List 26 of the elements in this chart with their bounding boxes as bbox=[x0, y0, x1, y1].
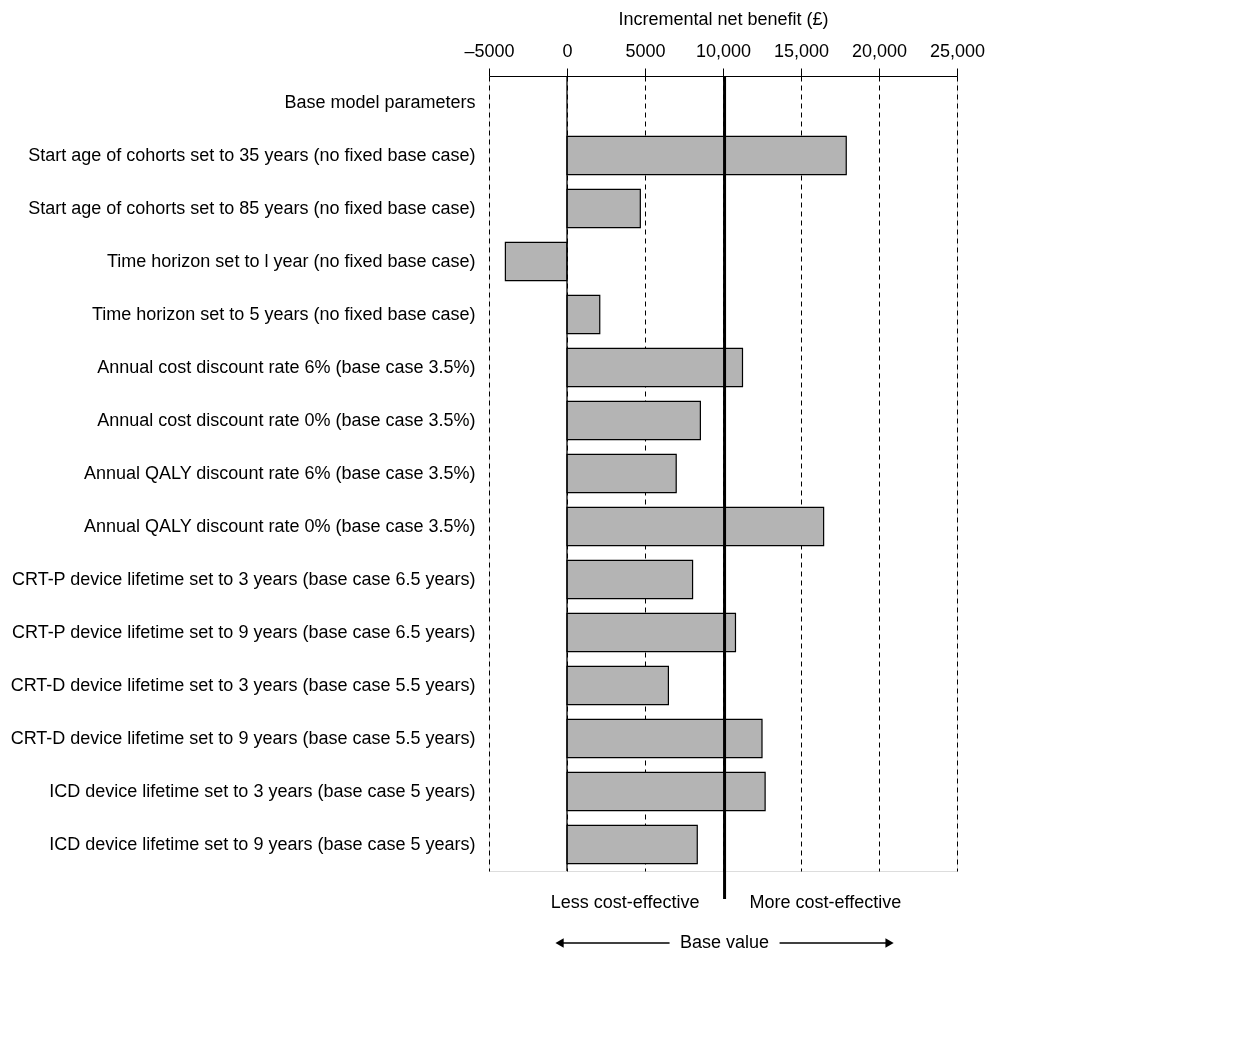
x-tick-label: 15,000 bbox=[773, 40, 830, 61]
y-tick-label: Annual QALY discount rate 6% (base case 3.5%) bbox=[83, 462, 476, 483]
y-tick-label: Time horizon set to 5 years (no fixed base case) bbox=[91, 303, 476, 324]
x-tick-label: 25,000 bbox=[929, 40, 986, 61]
y-tick-label: Start age of cohorts set to 85 years (no fixed base case) bbox=[28, 197, 476, 218]
text: More cost-effective bbox=[749, 892, 902, 912]
y-tick-label: Time horizon set to l year (no fixed base case) bbox=[107, 250, 476, 271]
y-tick-label: Base model parameters bbox=[284, 91, 476, 112]
y-tick-label: CRT-D device lifetime set to 3 years (base case 5.5 years) bbox=[10, 674, 476, 695]
y-tick-label: Annual QALY discount rate 0% (base case 3.5%) bbox=[83, 515, 476, 536]
x-axis-title: Incremental net benefit (£) bbox=[618, 8, 829, 29]
y-tick-label: CRT-P device lifetime set to 3 years (base case 6.5 years) bbox=[11, 568, 476, 589]
ref-line-label: Base value bbox=[680, 932, 770, 952]
x-tick-label: –5000 bbox=[464, 40, 515, 61]
y-tick-label: CRT-P device lifetime set to 9 years (base case 6.5 years) bbox=[11, 621, 476, 642]
y-tick-label: Start age of cohorts set to 35 years (no fixed base case) bbox=[28, 144, 476, 165]
x-tick-label: 5000 bbox=[625, 40, 666, 61]
y-tick-label: Annual cost discount rate 0% (base case 3.5%) bbox=[97, 409, 476, 430]
x-tick-label: 0 bbox=[562, 40, 573, 61]
y-tick-label: Annual cost discount rate 6% (base case 3.5%) bbox=[97, 356, 476, 377]
x-tick-label: 10,000 bbox=[695, 40, 752, 61]
y-tick-label: ICD device lifetime set to 9 years (base case 5 years) bbox=[49, 833, 476, 854]
x-tick-label: 20,000 bbox=[851, 40, 908, 61]
text: Less cost-effective bbox=[550, 892, 700, 912]
y-tick-label: ICD device lifetime set to 3 years (base case 5 years) bbox=[49, 780, 476, 801]
y-tick-label: CRT-D device lifetime set to 9 years (base case 5.5 years) bbox=[10, 727, 476, 748]
